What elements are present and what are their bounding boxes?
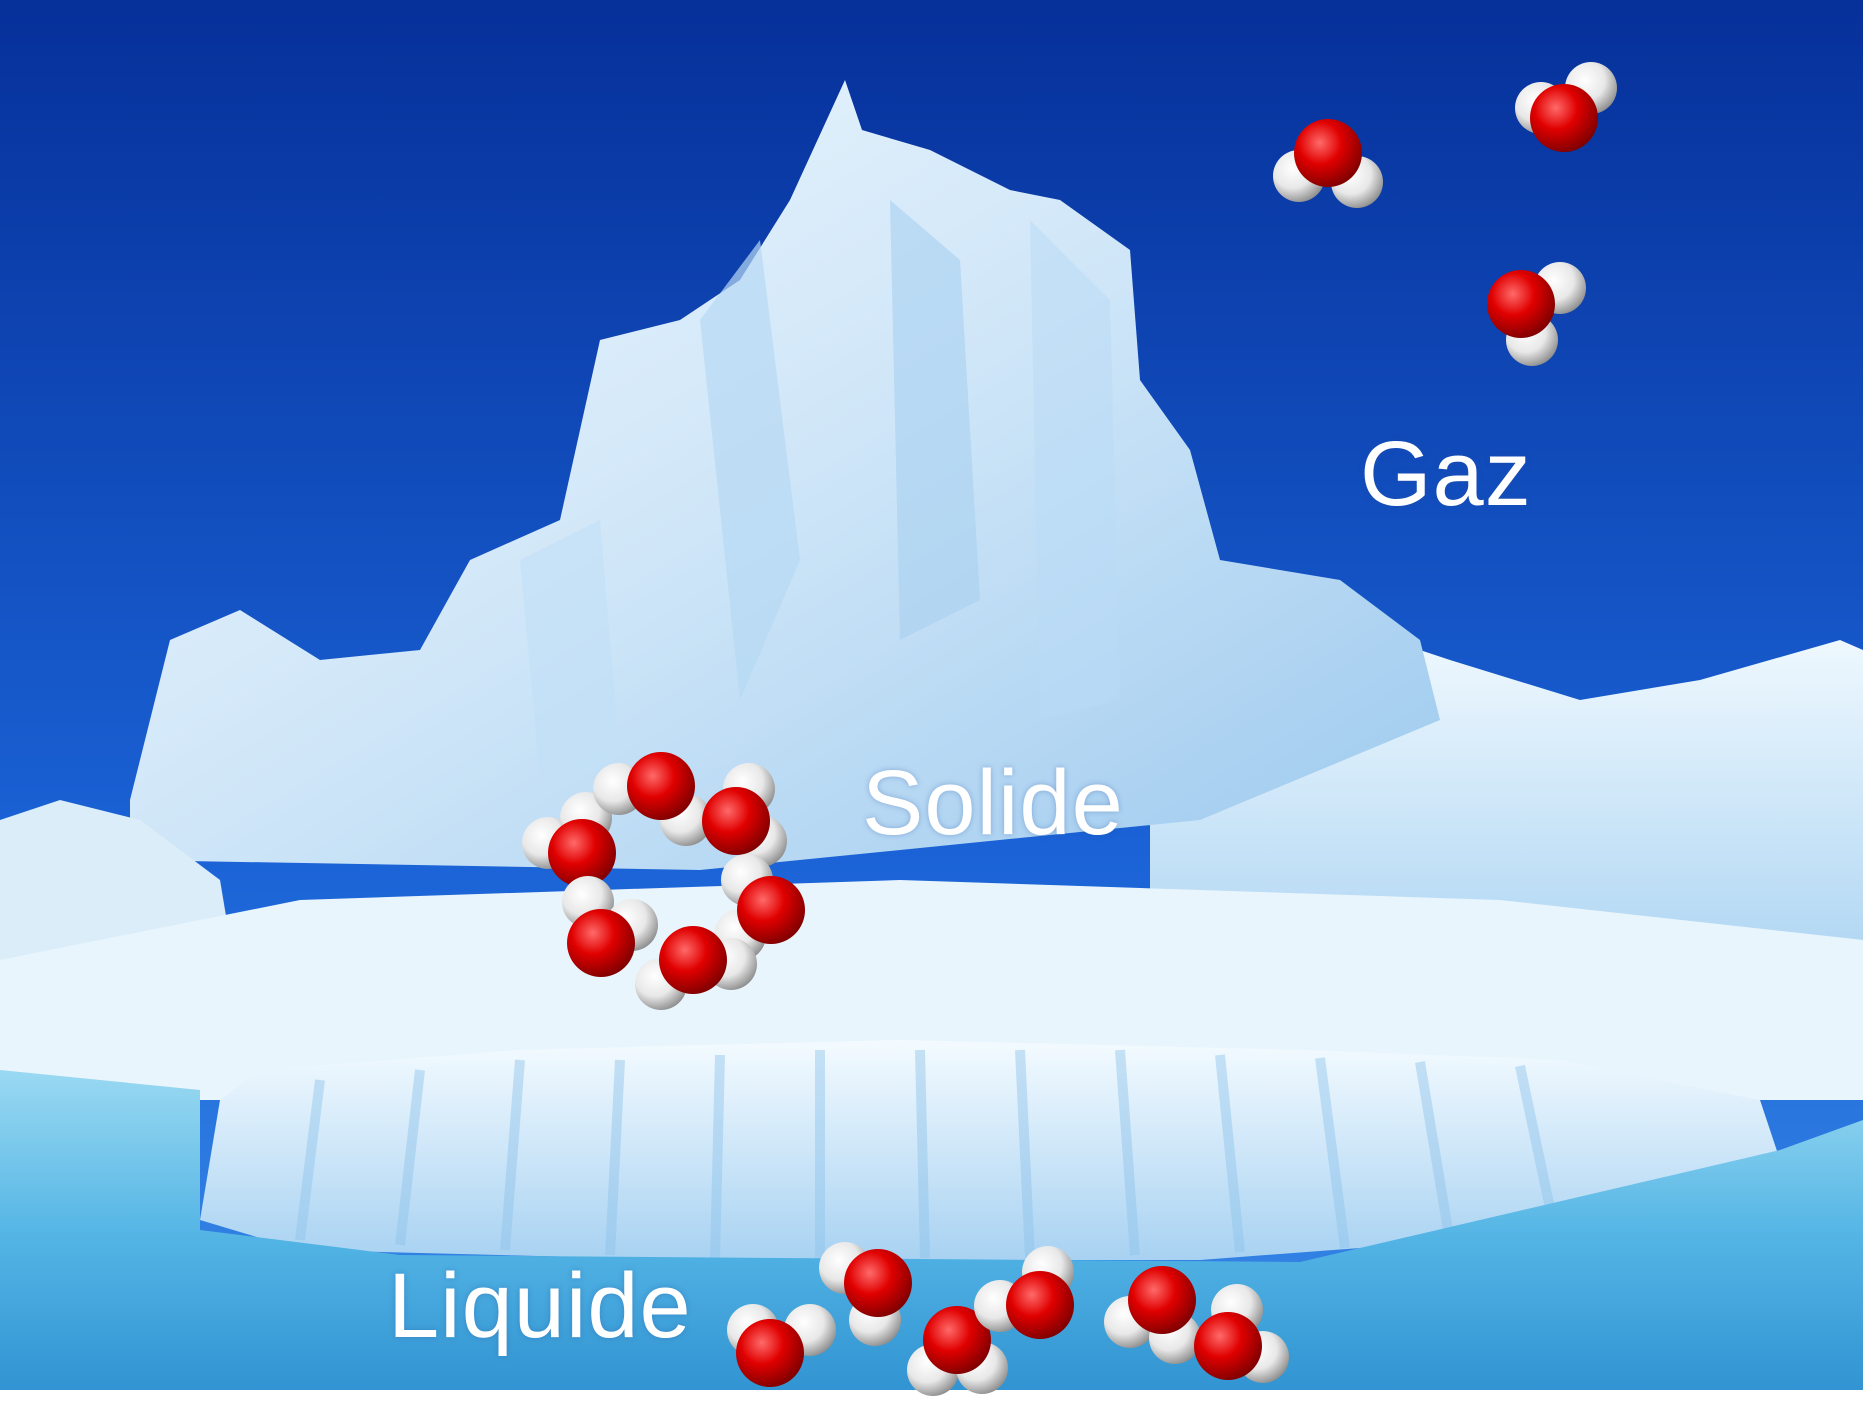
snow-plain <box>0 880 1863 1100</box>
liquid-molecule <box>974 1246 1074 1339</box>
iceberg-shadow <box>1030 220 1120 720</box>
solid-molecule <box>522 792 616 887</box>
gas-label: Gaz <box>1360 423 1532 525</box>
ice-floe <box>200 1040 1780 1260</box>
solid-molecule <box>562 876 658 977</box>
gas-molecule <box>1273 119 1383 208</box>
iceberg-shadow <box>890 200 980 640</box>
liquid-molecule <box>907 1306 1008 1396</box>
sea-water <box>0 1070 1863 1411</box>
iceberg-shadow <box>520 520 620 780</box>
liquid-molecule <box>819 1242 912 1346</box>
liquid-molecule <box>1104 1266 1201 1364</box>
bottom-strip <box>0 1390 1863 1411</box>
solid-molecule <box>593 752 712 846</box>
liquid-label: Liquide <box>388 1255 692 1357</box>
iceberg-shadow <box>700 240 800 700</box>
floe-ridges <box>295 1049 1560 1259</box>
liquid-molecule <box>1194 1284 1289 1383</box>
gas-molecule <box>1515 62 1617 152</box>
liquid-molecule <box>727 1304 836 1387</box>
solid-label: Solide <box>862 752 1124 854</box>
solid-molecule <box>714 854 805 961</box>
solid-molecule <box>702 763 787 867</box>
solid-molecule <box>635 926 757 1010</box>
gas-molecule <box>1487 262 1586 366</box>
